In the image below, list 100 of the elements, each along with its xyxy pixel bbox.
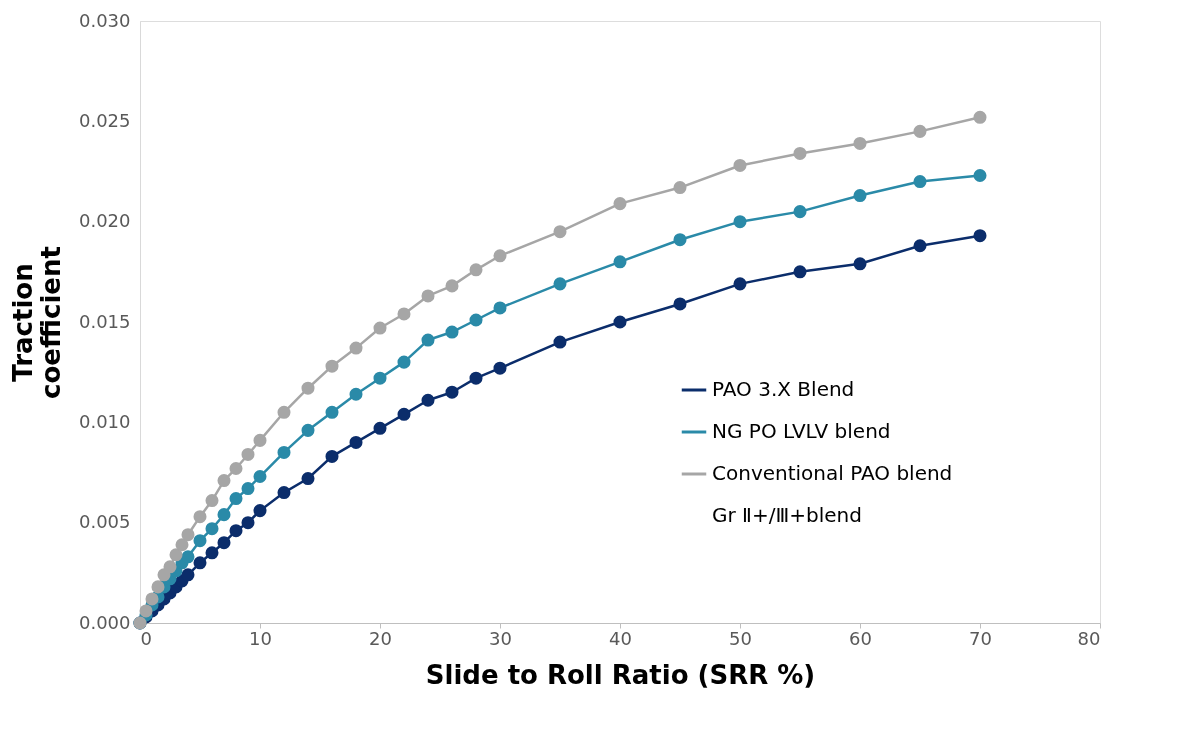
x-tick-label: 20 xyxy=(369,627,392,649)
point xyxy=(973,229,987,243)
point xyxy=(277,405,291,419)
point xyxy=(973,169,987,183)
point xyxy=(445,325,459,339)
x-tick-label: 50 xyxy=(729,627,752,649)
point xyxy=(793,146,807,160)
point xyxy=(733,277,747,291)
point xyxy=(229,461,243,475)
y-tick-label: 0.000 xyxy=(78,611,131,633)
point xyxy=(421,333,435,347)
x-tick-label: 60 xyxy=(849,627,872,649)
point xyxy=(397,307,411,321)
point xyxy=(277,486,291,500)
point xyxy=(853,136,867,150)
point xyxy=(205,522,219,536)
x-tick-label: 10 xyxy=(249,627,272,649)
x-tick-label: 0 xyxy=(140,627,152,649)
point xyxy=(229,524,243,538)
point xyxy=(175,538,189,552)
point xyxy=(169,548,183,562)
point xyxy=(469,263,483,277)
point xyxy=(613,255,627,269)
point xyxy=(853,257,867,271)
point xyxy=(469,371,483,385)
point xyxy=(253,433,267,447)
point xyxy=(613,315,627,329)
point xyxy=(217,508,231,522)
point xyxy=(613,197,627,211)
x-tick-label: 40 xyxy=(609,627,632,649)
point xyxy=(913,124,927,138)
point xyxy=(217,536,231,550)
point xyxy=(493,361,507,375)
point xyxy=(193,510,207,524)
point xyxy=(349,341,363,355)
point xyxy=(853,189,867,203)
point xyxy=(277,445,291,459)
point xyxy=(181,550,195,564)
y-tick-label: 0.025 xyxy=(78,109,131,131)
point xyxy=(241,447,255,461)
y-tick-label: 0.010 xyxy=(78,410,131,432)
x-tick-label: 80 xyxy=(1077,627,1101,649)
y-tick-label: 0.020 xyxy=(78,210,131,232)
point xyxy=(469,313,483,327)
point xyxy=(139,604,153,618)
point xyxy=(913,175,927,189)
point xyxy=(325,449,339,463)
point xyxy=(217,474,231,488)
point xyxy=(181,528,195,542)
y-tick-label: 0.030 xyxy=(78,9,131,31)
point xyxy=(673,233,687,247)
point xyxy=(733,158,747,172)
point xyxy=(205,546,219,560)
legend-label: NG PO LVLV blend xyxy=(712,419,891,443)
text: Gr Ⅱ+/Ⅲ+blend xyxy=(712,503,862,527)
point xyxy=(145,592,159,606)
point xyxy=(193,534,207,548)
point xyxy=(553,277,567,291)
point xyxy=(301,381,315,395)
legend-label: Conventional PAO blend xyxy=(712,461,953,485)
point xyxy=(673,297,687,311)
x-tick-label: 70 xyxy=(969,627,992,649)
point xyxy=(793,265,807,279)
point xyxy=(445,279,459,293)
point xyxy=(241,482,255,496)
point xyxy=(421,393,435,407)
point xyxy=(349,387,363,401)
point xyxy=(151,580,165,594)
x-axis-title: Slide to Roll Ratio (SRR %) xyxy=(425,659,816,690)
point xyxy=(373,371,387,385)
point xyxy=(913,239,927,253)
point xyxy=(397,355,411,369)
point xyxy=(301,423,315,437)
point xyxy=(253,504,267,518)
point xyxy=(397,407,411,421)
point xyxy=(553,225,567,239)
point xyxy=(553,335,567,349)
point xyxy=(793,205,807,219)
point xyxy=(445,385,459,399)
x-tick-label: 30 xyxy=(489,627,512,649)
point xyxy=(325,405,339,419)
point xyxy=(733,215,747,229)
y-axis-title: Traction coefficient xyxy=(7,246,66,399)
point xyxy=(241,516,255,530)
point xyxy=(205,494,219,508)
y-tick-label: 0.005 xyxy=(78,511,131,533)
point xyxy=(493,301,507,315)
point xyxy=(253,470,267,484)
point xyxy=(421,289,435,303)
point xyxy=(349,435,363,449)
point xyxy=(163,560,177,574)
point xyxy=(673,181,687,195)
point xyxy=(973,110,987,124)
point xyxy=(373,421,387,435)
point xyxy=(181,568,195,582)
point xyxy=(493,249,507,263)
point xyxy=(229,492,243,506)
point xyxy=(325,359,339,373)
point xyxy=(373,321,387,335)
point xyxy=(193,556,207,570)
